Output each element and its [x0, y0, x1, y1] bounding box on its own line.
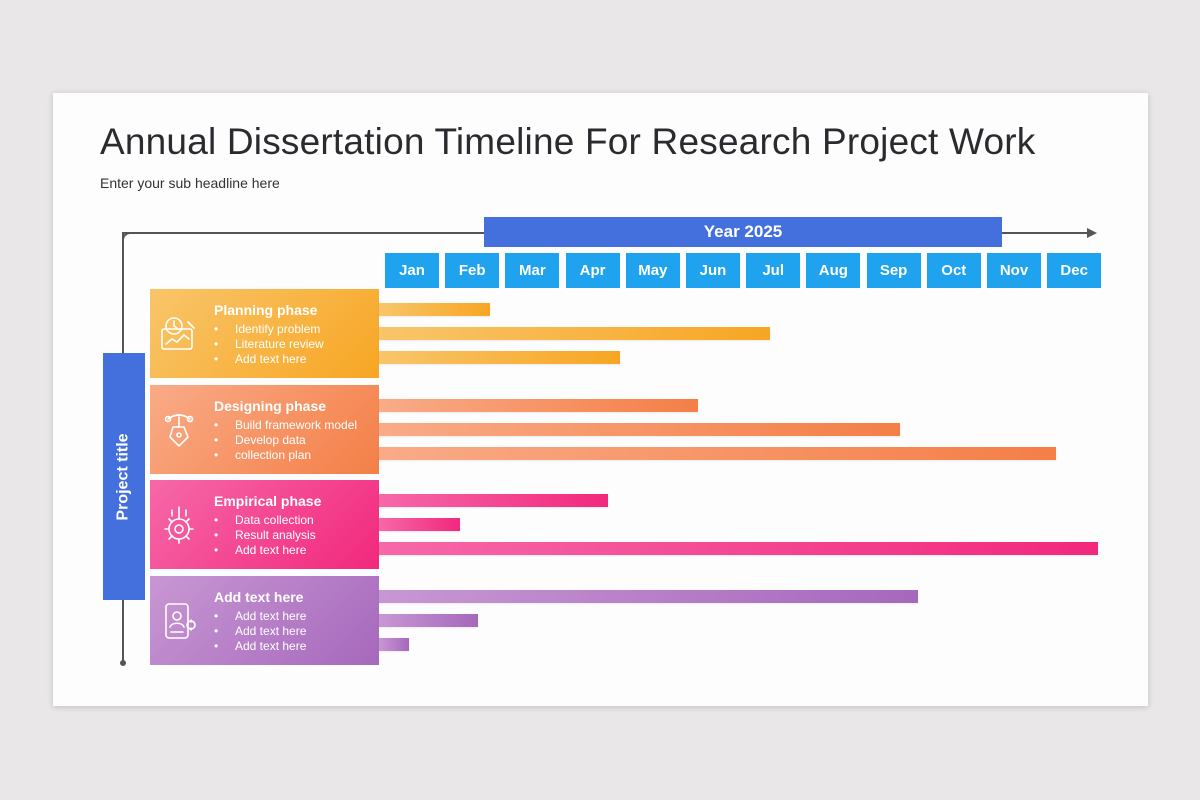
project-title-label: Project title [115, 432, 133, 521]
phase-task: Add text here [214, 624, 306, 639]
phase-card: Designing phase Build framework modelDeve… [150, 384, 379, 474]
planning-chart-icon [158, 313, 200, 355]
phase-name: Add text here [214, 588, 304, 605]
project-title-bar: Project title [103, 353, 145, 600]
phase-task: Result analysis [214, 528, 316, 543]
month-may: May [625, 253, 680, 288]
arrow-right-icon [1087, 228, 1097, 238]
year-banner: Year 2025 [484, 217, 1002, 247]
phase-task: Add text here [214, 543, 316, 558]
month-jul: Jul [746, 253, 801, 288]
gantt-bar [379, 589, 918, 603]
month-apr: Apr [565, 253, 620, 288]
month-nov: Nov [987, 253, 1041, 288]
gantt-bar [379, 494, 608, 507]
phase-task: collection plan [214, 448, 357, 463]
phase-name: Designing phase [214, 397, 327, 414]
pen-tool-icon [158, 409, 200, 451]
gantt-bar [379, 613, 479, 627]
gantt-bar [379, 303, 491, 316]
phase-name: Empirical phase [214, 493, 322, 509]
month-feb: Feb [445, 253, 500, 288]
month-dec: Dec [1047, 253, 1102, 288]
phase-task: Build framework model [214, 418, 357, 433]
gantt-bar [379, 422, 900, 436]
slide: Annual Dissertation Timeline For Researc… [53, 93, 1148, 706]
month-oct: Oct [926, 253, 981, 288]
phase-name: Planning phase [214, 302, 318, 318]
gear-chart-icon [158, 504, 200, 546]
phase-task-list: Data collectionResult analysisAdd text h… [214, 513, 316, 558]
gantt-bar [379, 637, 410, 651]
phase-card: Empirical phase Data collectionResult ana… [150, 480, 379, 569]
phase-task-list: Identify problemLiterature reviewAdd tex… [214, 322, 324, 367]
timeline-axis-end-dot [120, 660, 126, 666]
month-sep: Sep [866, 253, 921, 288]
phase-task-list: Build framework modelDevelop datacollect… [214, 418, 357, 463]
page-subtitle: Enter your sub headline here [100, 175, 280, 191]
phase-task: Identify problem [214, 322, 324, 337]
phase-card: Planning phase Identify problemLiterature… [150, 289, 379, 378]
month-mar: Mar [505, 253, 560, 288]
gantt-bar [379, 351, 620, 364]
page-title: Annual Dissertation Timeline For Researc… [100, 121, 1036, 162]
month-aug: Aug [806, 253, 861, 288]
phase-task: Add text here [214, 639, 306, 654]
timeline-axis-corner [122, 232, 132, 242]
phase-task: Literature review [214, 337, 324, 352]
month-jun: Jun [686, 253, 740, 288]
gantt-bar [379, 518, 461, 531]
phase-task: Add text here [214, 352, 324, 367]
gantt-bar [379, 327, 771, 340]
gantt-bar [379, 398, 699, 412]
phase-task: Add text here [214, 609, 306, 624]
user-profile-icon [158, 600, 200, 642]
gantt-bar [379, 542, 1099, 555]
gantt-bar [379, 446, 1057, 460]
month-jan: Jan [385, 253, 439, 288]
phase-task: Develop data [214, 433, 357, 448]
phase-task: Data collection [214, 513, 316, 528]
